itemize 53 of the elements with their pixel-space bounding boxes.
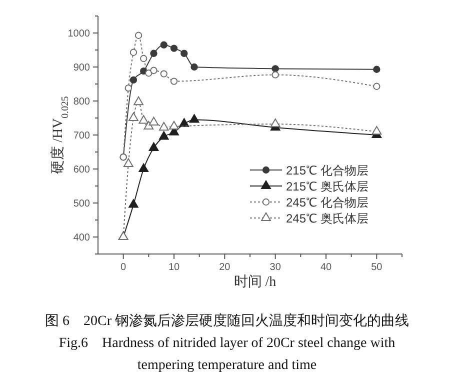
point (170, 44, 178, 52)
point (128, 112, 138, 122)
point (190, 63, 198, 71)
x-tick-label: 20 (219, 262, 231, 273)
point (272, 65, 279, 72)
legend-label: 245℃ 奥氏体层 (286, 212, 368, 226)
point (160, 70, 168, 78)
point (130, 76, 138, 84)
point (140, 54, 148, 62)
point (150, 50, 158, 57)
point (124, 84, 132, 92)
legend-label: 215℃ 奥氏体层 (286, 180, 368, 194)
point (270, 118, 280, 128)
point (130, 48, 138, 56)
x-tick-label: 30 (270, 262, 282, 273)
point (272, 71, 279, 78)
legend-label: 245℃ 化合物层 (286, 196, 368, 210)
x-tick-label: 10 (168, 262, 180, 273)
point (158, 122, 169, 131)
point (123, 158, 134, 167)
point (134, 32, 142, 39)
x-axis-title: 时间 /h (234, 274, 276, 290)
point (145, 70, 152, 77)
point (134, 96, 144, 106)
x-tick-label: 40 (320, 262, 332, 273)
point (138, 115, 149, 124)
point (144, 120, 154, 130)
point (170, 78, 178, 85)
point (160, 41, 168, 48)
point (138, 163, 149, 172)
y-tick-label: 800 (73, 96, 90, 108)
point (148, 142, 159, 151)
point (189, 114, 200, 123)
y-tick-label: 500 (73, 198, 90, 210)
point (128, 199, 138, 208)
text: Fig.6 Hardness of nitrided layer of 20Cr steel change with tempering temperature and time (58, 335, 396, 375)
point (373, 82, 380, 90)
y-tick-label: 900 (73, 62, 90, 74)
point (148, 116, 159, 126)
x-tick-label: 50 (371, 262, 383, 273)
point (158, 131, 169, 140)
y-tick-label: 600 (73, 164, 90, 176)
y-tick-label: 700 (73, 130, 90, 142)
text: 图 6 20Cr 钢渗氮后渗层硬度随回火温度和时间变化的曲线 (45, 313, 409, 329)
point (372, 126, 382, 135)
y-tick-label: 400 (73, 232, 90, 244)
point (180, 50, 188, 57)
legend-label: 215℃ 化合物层 (286, 164, 368, 178)
x-tick-label: 0 (120, 262, 127, 273)
point (150, 66, 158, 74)
point (373, 66, 380, 73)
point (169, 120, 179, 130)
y-tick-label: 1000 (68, 28, 90, 40)
